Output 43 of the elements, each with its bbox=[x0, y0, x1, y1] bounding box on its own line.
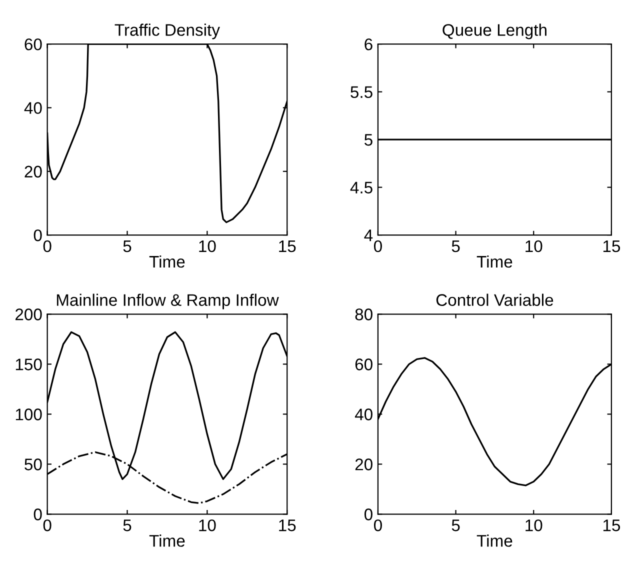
chart-title: Traffic Density bbox=[114, 24, 220, 40]
x-tick-label: 15 bbox=[603, 240, 620, 252]
y-tick-label: 4 bbox=[364, 230, 373, 242]
y-tick-label: 4.5 bbox=[350, 182, 372, 194]
x-tick-label: 0 bbox=[43, 519, 52, 532]
y-tick-label: 40 bbox=[24, 102, 42, 114]
x-tick-label: 0 bbox=[43, 240, 52, 252]
y-tick-label: 150 bbox=[16, 358, 42, 370]
x-tick-label: 5 bbox=[452, 520, 460, 532]
y-tick-label: 40 bbox=[354, 408, 372, 420]
x-axis-title: Time bbox=[476, 255, 512, 268]
x-tick-label: 15 bbox=[279, 240, 296, 252]
x-tick-label: 10 bbox=[199, 240, 216, 252]
x-axis-title: Time bbox=[149, 255, 185, 268]
y-tick-label: 60 bbox=[24, 38, 42, 50]
y-tick-label: 5.5 bbox=[350, 86, 372, 98]
chart-title: Queue Length bbox=[442, 24, 546, 40]
y-tick-label: 60 bbox=[355, 358, 372, 370]
y-tick-label: 20 bbox=[355, 458, 372, 470]
y-tick-label: 100 bbox=[16, 408, 42, 420]
x-tick-label: 15 bbox=[279, 520, 296, 532]
y-tick-label: 0 bbox=[34, 508, 42, 520]
x-tick-label: 15 bbox=[603, 520, 620, 532]
x-tick-label: 5 bbox=[452, 240, 460, 252]
x-tick-label: 0 bbox=[374, 240, 382, 252]
y-tick-label: 5 bbox=[364, 134, 372, 146]
y-tick-label: 20 bbox=[24, 166, 42, 178]
x-axis-title: Time bbox=[149, 534, 185, 547]
x-tick-label: 5 bbox=[123, 520, 132, 532]
chart-title: Mainline Inflow & Ramp Inflow bbox=[56, 294, 279, 310]
chart-title: Control Variable bbox=[436, 294, 554, 306]
x-tick-label: 10 bbox=[526, 519, 542, 532]
x-axis-title: Time bbox=[476, 534, 512, 547]
y-tick-label: 0 bbox=[34, 229, 42, 242]
y-tick-label: 0 bbox=[364, 508, 372, 520]
x-tick-label: 10 bbox=[526, 240, 542, 252]
y-tick-label: 200 bbox=[16, 308, 42, 320]
y-tick-label: 80 bbox=[355, 308, 372, 320]
x-tick-label: 10 bbox=[199, 519, 216, 532]
x-tick-label: 5 bbox=[123, 240, 132, 252]
x-tick-label: 0 bbox=[374, 519, 382, 532]
y-tick-label: 6 bbox=[364, 38, 372, 50]
y-tick-label: 50 bbox=[24, 458, 42, 470]
